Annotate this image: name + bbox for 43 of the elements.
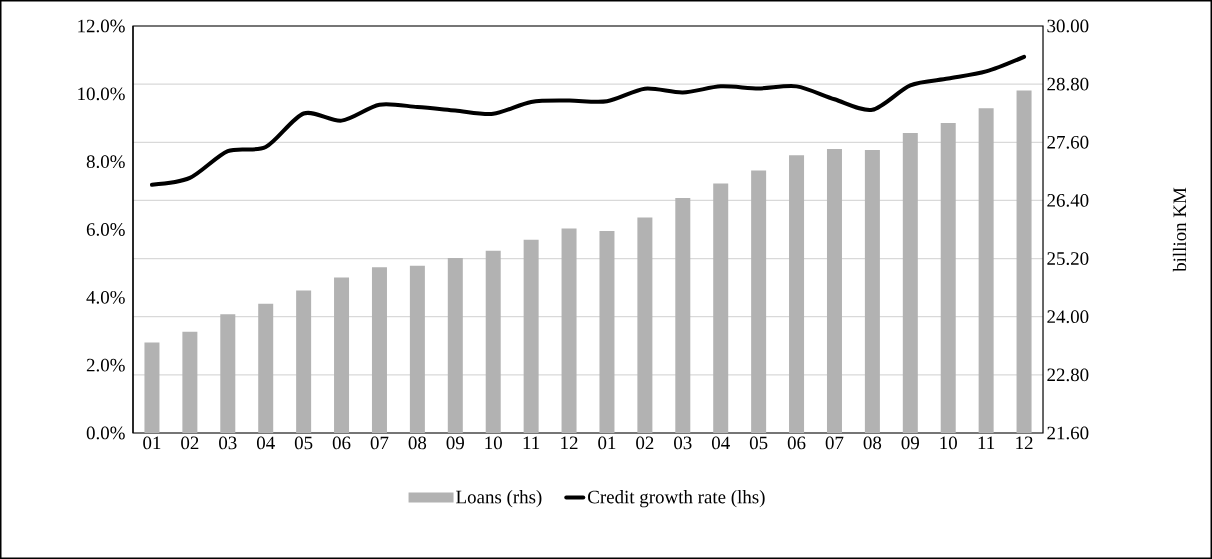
x-tick-label: 07	[825, 436, 844, 450]
legend-label: Credit growth rate (lhs)	[588, 490, 765, 508]
y-tick-label: 2.0%	[86, 358, 125, 372]
y2-tick-label: 28.80	[1047, 77, 1089, 91]
y2-tick-label: 21.60	[1047, 426, 1089, 440]
x-tick-label: 06	[787, 436, 806, 450]
y-tick-label: 4.0%	[86, 290, 125, 304]
x-tick-label: 05	[749, 436, 768, 450]
x-tick-label: 08	[408, 436, 427, 450]
x-tick-label: 06	[332, 436, 351, 450]
x-tick-label: 09	[901, 436, 919, 450]
x-tick-label: 02	[636, 436, 654, 450]
x-tick-label: 09	[446, 436, 464, 450]
x-tick-label: 03	[674, 436, 692, 450]
x-tick-label: 02	[181, 436, 199, 450]
y2-tick-label: 27.60	[1047, 135, 1089, 149]
y-tick-label: 12.0%	[78, 19, 125, 33]
x-tick-label: 11	[523, 436, 540, 450]
line-series	[149, 54, 1027, 187]
x-tick-label: 08	[863, 436, 882, 450]
y-tick-label: 0.0%	[86, 426, 125, 440]
x-tick-label: 01	[143, 436, 161, 450]
x-tick-label: 04	[256, 436, 275, 450]
x-tick-label: 03	[219, 436, 237, 450]
y2-tick-label: 26.40	[1047, 194, 1089, 207]
x-tick-label: 10	[485, 436, 502, 450]
y-tick-label: 6.0%	[86, 223, 125, 236]
legend-label: Loans (rhs)	[456, 490, 542, 508]
y2-tick-label: 24.00	[1047, 310, 1089, 324]
y2-tick-label: 22.80	[1047, 368, 1089, 382]
y2-tick-label: 25.20	[1047, 252, 1089, 265]
x-tick-label: 10	[940, 436, 957, 450]
x-tick-label: 01	[598, 436, 616, 450]
y-tick-label: 10.0%	[78, 87, 125, 101]
x-tick-label: 11	[978, 436, 995, 450]
y-tick-label: 8.0%	[86, 155, 125, 169]
y2-axis-title: billion KM	[1172, 187, 1187, 272]
x-tick-label: 12	[1016, 436, 1033, 450]
y2-tick-label: 30.00	[1047, 19, 1089, 33]
x-tick-label: 04	[711, 436, 730, 450]
x-tick-label: 05	[294, 436, 313, 450]
x-tick-label: 07	[370, 436, 389, 450]
x-tick-label: 12	[561, 436, 578, 450]
